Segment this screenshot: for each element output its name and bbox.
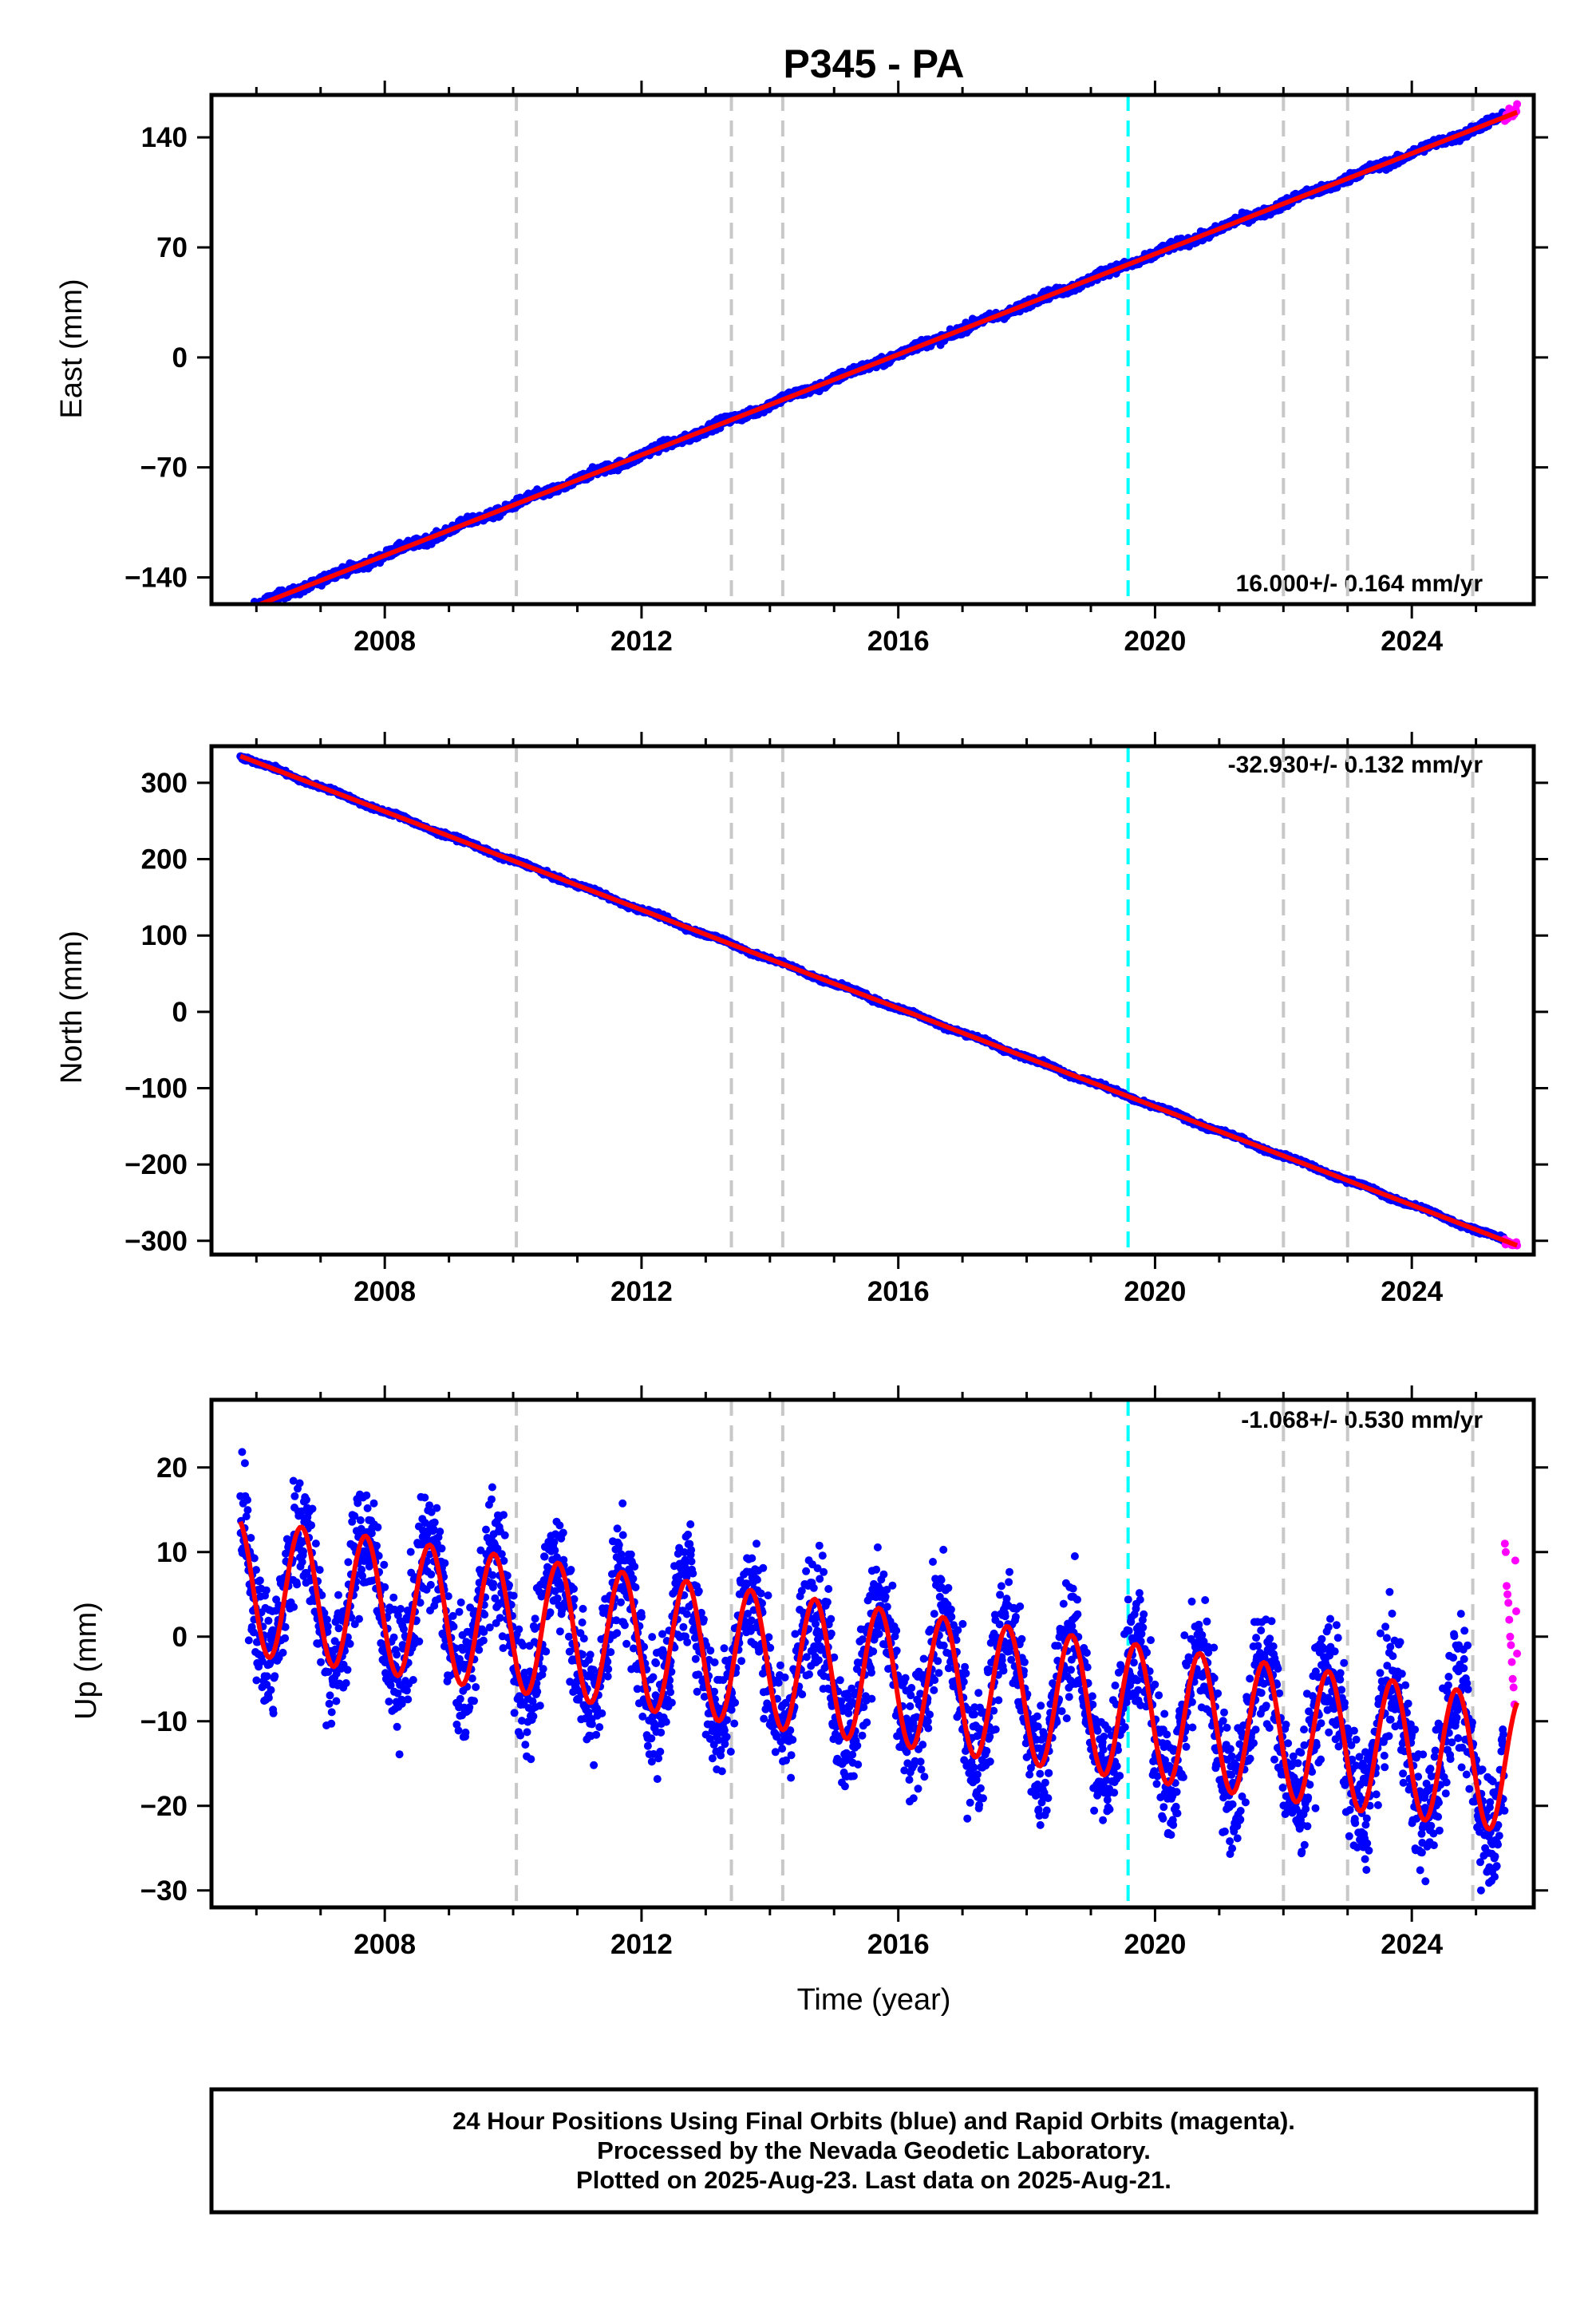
east-fit-line	[254, 109, 1519, 604]
east-final-point	[243, 608, 251, 616]
north-ylabel: North (mm)	[55, 931, 89, 1084]
east-final-point	[239, 606, 247, 614]
east-final-point	[243, 610, 251, 618]
east-final-point	[243, 607, 251, 615]
east-y-tick-label: 140	[141, 122, 188, 153]
east-x-tick-label: 2016	[867, 626, 930, 657]
east-y-tick-label: −70	[140, 453, 188, 484]
east-rapid-point	[1513, 100, 1522, 109]
east-final-point	[238, 610, 246, 618]
chart-title: P345 - PA	[784, 41, 965, 86]
east-y-tick-label: −140	[124, 563, 188, 594]
east-panel: 16.000+/- 0.164 mm/yr East (mm) 2008 2012…	[55, 81, 1548, 657]
east-final-point	[237, 608, 245, 616]
east-final-point	[239, 607, 247, 615]
north-plot-area	[236, 746, 1522, 1255]
east-final-point	[242, 607, 250, 615]
east-final-point	[244, 609, 252, 617]
east-x-tick-label: 2024	[1381, 626, 1443, 657]
east-final-point	[241, 607, 249, 615]
east-final-point	[236, 607, 244, 615]
east-final-point	[243, 608, 251, 616]
east-final-point	[239, 610, 247, 618]
north-panel: -32.930+/- 0.132 mm/yr North (mm) 2008 20…	[55, 732, 1548, 1307]
east-final-point	[245, 606, 253, 614]
east-frame	[209, 93, 1536, 607]
east-final-point	[240, 611, 248, 619]
east-y-tick-label: 0	[172, 342, 188, 373]
east-final-point	[237, 607, 245, 615]
north-rate-label: -32.930+/- 0.132 mm/yr	[1228, 752, 1483, 778]
east-rate-label: 16.000+/- 0.164 mm/yr	[1236, 571, 1483, 597]
east-plot-area	[236, 95, 1522, 619]
east-final-point	[246, 606, 254, 614]
east-final-point	[240, 609, 248, 617]
east-x-tick-label: 2008	[354, 626, 416, 657]
east-y-tick-label: 70	[156, 232, 188, 263]
east-x-tick-label: 2012	[610, 626, 673, 657]
east-ylabel: East (mm)	[55, 279, 89, 418]
east-final-point	[241, 606, 249, 614]
east-x-tick-label: 2020	[1124, 626, 1186, 657]
